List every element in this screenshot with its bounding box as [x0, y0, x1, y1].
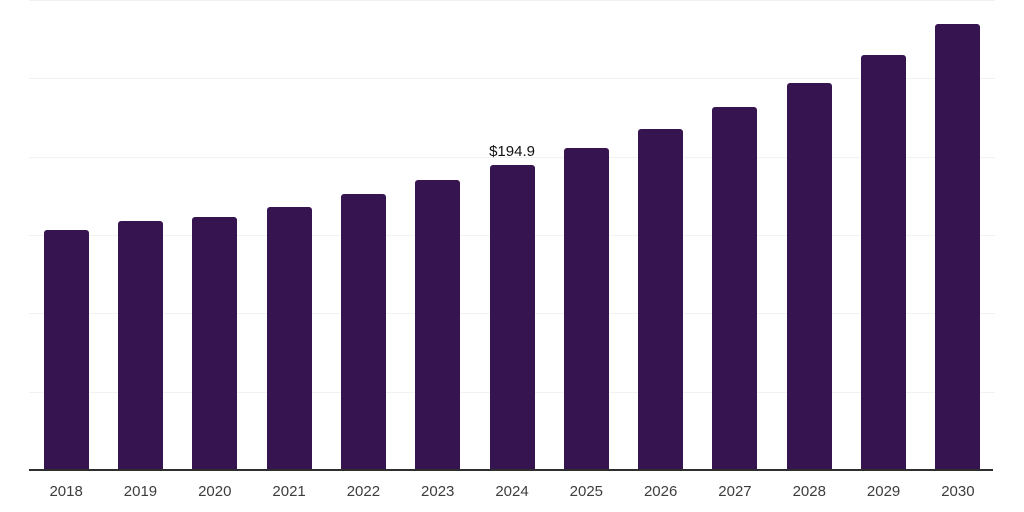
bar-2028[interactable] [786, 83, 832, 470]
bar-slot-2026 [624, 0, 698, 470]
bar-2022[interactable] [340, 194, 386, 470]
x-tick-label-2028: 2028 [792, 483, 826, 500]
bar-2019[interactable] [117, 220, 163, 470]
x-tick-label-2021: 2021 [272, 483, 306, 500]
gridline [29, 156, 995, 158]
bar-2025[interactable] [563, 148, 609, 470]
bar-slot-2022 [326, 0, 400, 470]
bar-slot-2023 [401, 0, 475, 470]
bar-value-label-2024: $194.9 [489, 142, 535, 160]
gridline [29, 0, 995, 1]
bar-2018[interactable] [43, 229, 89, 470]
bar-slot-2020 [178, 0, 252, 470]
x-axis-line [29, 469, 993, 471]
x-tick-label-2030: 2030 [941, 483, 975, 500]
x-tick-label-2018: 2018 [49, 483, 83, 500]
bar-slot-2028 [772, 0, 846, 470]
x-tick-label-2025: 2025 [569, 483, 604, 500]
x-tick-label-2020: 2020 [198, 483, 232, 500]
x-tick-label-2029: 2029 [866, 483, 901, 500]
x-tick-label-2024: 2024 [495, 483, 529, 500]
gridline [29, 78, 995, 80]
bar-2026[interactable] [638, 129, 684, 470]
bar-slot-2029 [846, 0, 920, 470]
x-tick-label-2026: 2026 [643, 483, 678, 500]
bars-container: $194.9 [29, 0, 995, 470]
bar-slot-2021 [252, 0, 326, 470]
bar-2029[interactable] [861, 55, 907, 470]
x-tick-label-2019: 2019 [123, 483, 158, 500]
x-tick-label-2023: 2023 [421, 483, 455, 500]
bar-2027[interactable] [712, 106, 758, 470]
bar-2024[interactable] [489, 164, 535, 470]
bar-2020[interactable] [192, 216, 238, 470]
bar-slot-2019 [103, 0, 177, 470]
x-axis-tick-labels: 2018 2019 2020 2021 2022 2023 2024 2025 2026 2027… [29, 483, 995, 501]
bar-2030[interactable] [935, 24, 981, 470]
bar-slot-2027 [698, 0, 772, 470]
bar-slot-2018 [29, 0, 103, 470]
bar-slot-2025 [549, 0, 623, 470]
bar-2023[interactable] [415, 180, 461, 470]
bar-slot-2030 [921, 0, 995, 470]
x-tick-label-2022: 2022 [346, 483, 381, 500]
bar-2021[interactable] [266, 207, 312, 470]
x-tick-label-2027: 2027 [718, 483, 752, 500]
plot-area: $194.9 [29, 0, 995, 470]
bar-slot-2024: $194.9 [475, 0, 549, 470]
